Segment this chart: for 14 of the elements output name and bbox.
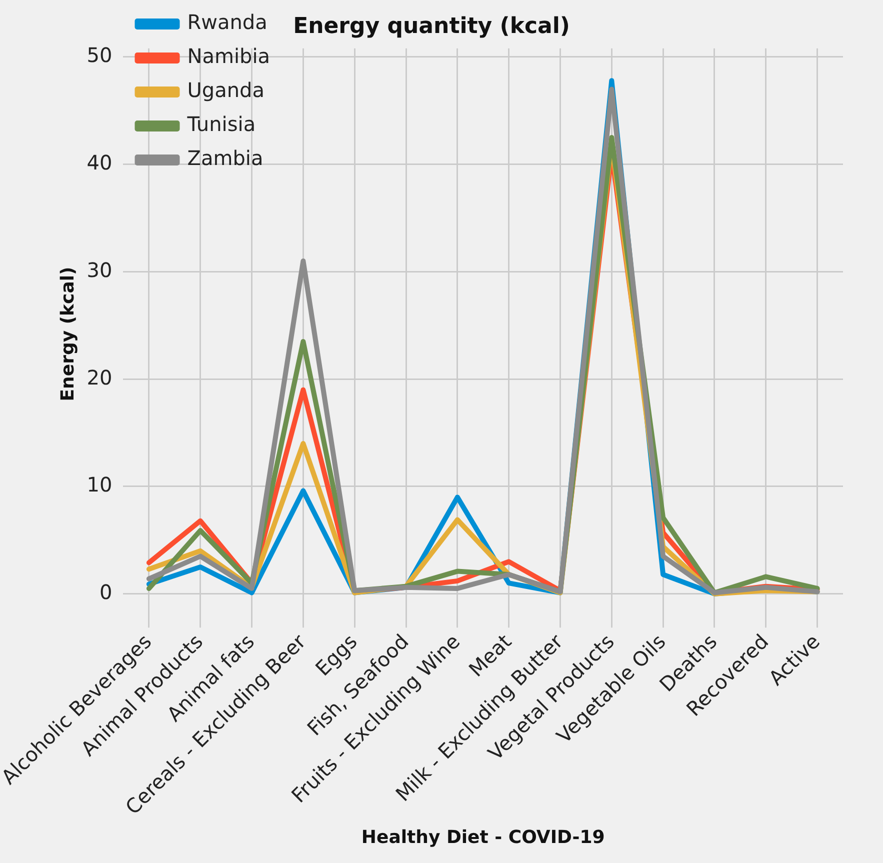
x-axis-title: Healthy Diet - COVID-19	[361, 826, 605, 848]
y-axis-title: Energy (kcal)	[58, 266, 79, 402]
y-tick-label: 20	[86, 365, 112, 390]
legend-label: Zambia	[187, 146, 264, 170]
y-tick-label: 50	[86, 43, 112, 68]
y-tick-label: 0	[100, 580, 112, 604]
legend-label: Namibia	[187, 44, 270, 68]
legend-label: Rwanda	[187, 10, 268, 34]
legend-label: Tunisia	[186, 112, 256, 136]
y-tick-label: 40	[86, 150, 112, 175]
chart-title: Energy quantity (kcal)	[293, 14, 570, 39]
y-tick-label: 10	[86, 472, 112, 497]
legend-label: Uganda	[187, 78, 264, 102]
y-tick-label: 30	[86, 258, 112, 282]
